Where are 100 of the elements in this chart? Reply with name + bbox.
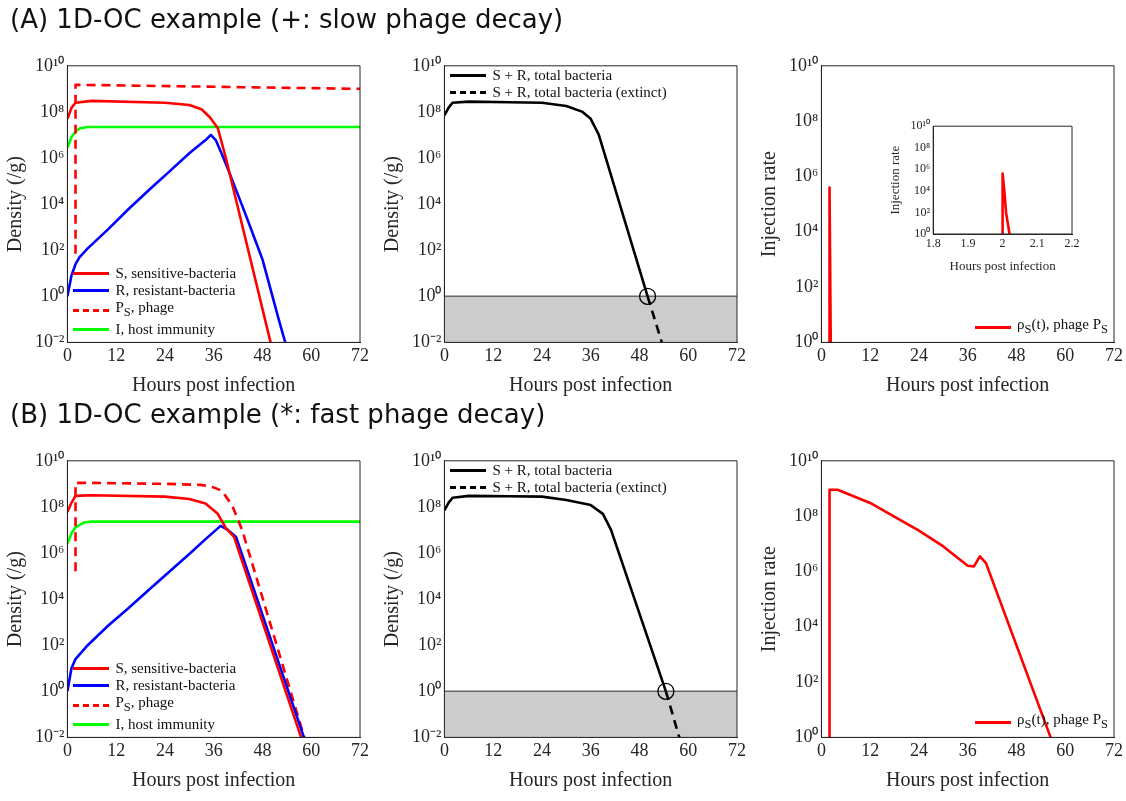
x-tick-label: 0 — [816, 739, 826, 760]
x-tick-label: 72 — [351, 344, 369, 365]
y-tick-label: 10⁸ — [40, 100, 65, 121]
x-tick-label: 36 — [204, 344, 223, 365]
y-tick-label: 10⁶ — [794, 560, 819, 581]
y-tick-label: 10⁶ — [417, 146, 442, 167]
x-tick-label: 48 — [630, 344, 649, 365]
x-tick-label: 36 — [581, 739, 600, 760]
y-tick-label: 10¹⁰ — [910, 118, 931, 133]
y-tick-label: 10¹⁰ — [411, 54, 442, 75]
y-tick-label: 10² — [417, 238, 442, 259]
y-tick-label: 10⁴ — [794, 220, 819, 241]
x-tick-label: 24 — [155, 739, 174, 760]
y-tick-label: 10⁸ — [40, 495, 65, 516]
y-tick-label: 10⁻² — [34, 331, 65, 352]
y-tick-label: 10¹⁰ — [788, 54, 819, 75]
legend-label: S + R, total bacteria (extinct) — [492, 478, 667, 496]
x-tick-label: 60 — [1056, 739, 1075, 760]
legend-label: P$_{S}$, phage — [115, 694, 175, 717]
y-tick-label: 10¹⁰ — [788, 449, 819, 470]
y-tick-label: 10⁻² — [411, 331, 442, 352]
x-tick-label: 72 — [1105, 739, 1123, 760]
y-tick-label: 10⁸ — [794, 504, 819, 525]
y-tick-label: 10⁰ — [794, 331, 819, 352]
y-tick-label: 10⁻² — [411, 726, 442, 747]
y-tick-label: 10⁰ — [794, 726, 819, 747]
x-tick-label: 12 — [861, 344, 880, 365]
chart-title: (B) 1D-OC example (*: fast phage decay) — [10, 399, 546, 429]
x-tick-label: 24 — [909, 739, 928, 760]
y-tick-label: 10⁸ — [417, 495, 442, 516]
x-tick-label: 1.9 — [960, 236, 976, 251]
y-tick-label: 10⁴ — [40, 587, 65, 608]
y-tick-label: 10⁴ — [794, 615, 819, 636]
y-tick-label: 10⁰ — [40, 680, 65, 701]
x-axis-title: Hours post infection — [949, 257, 1057, 273]
x-tick-label: 0 — [62, 344, 72, 365]
legend-label: S, sensitive-bacteria — [115, 265, 237, 283]
x-axis-title: Hours post infection — [509, 373, 673, 397]
x-axis-title: Hours post infection — [886, 373, 1050, 397]
x-tick-label: 12 — [107, 344, 126, 365]
x-tick-label: 48 — [253, 739, 272, 760]
y-tick-label: 10⁶ — [417, 541, 442, 562]
y-tick-label: 10² — [794, 275, 819, 296]
x-tick-label: 72 — [728, 344, 746, 365]
x-tick-label: 12 — [484, 344, 503, 365]
x-tick-label: 48 — [1007, 739, 1026, 760]
x-tick-label: 60 — [1056, 344, 1075, 365]
x-tick-label: 2.2 — [1064, 236, 1080, 251]
y-axis-title: Injection rate — [757, 150, 781, 258]
legend-label: S + R, total bacteria — [492, 66, 613, 84]
y-tick-label: 10⁸ — [794, 109, 819, 130]
x-tick-label: 60 — [302, 344, 321, 365]
x-tick-label: 48 — [253, 344, 272, 365]
x-tick-label: 36 — [204, 739, 223, 760]
y-tick-label: 10⁰ — [40, 285, 65, 306]
x-tick-label: 48 — [630, 739, 649, 760]
y-tick-label: 10² — [794, 670, 819, 691]
y-tick-label: 10² — [40, 238, 65, 259]
legend-label: R, resistant-bacteria — [115, 282, 236, 300]
y-tick-label: 10⁰ — [417, 680, 442, 701]
y-axis-title: Density (/g) — [3, 551, 27, 648]
x-axis-title: Hours post infection — [509, 768, 673, 792]
chart-title: (A) 1D-OC example (+: slow phage decay) — [10, 4, 564, 34]
y-tick-label: 10¹⁰ — [34, 449, 65, 470]
y-tick-label: 10⁴ — [417, 192, 442, 213]
legend-label: S + R, total bacteria — [492, 461, 613, 479]
x-tick-label: 12 — [861, 739, 880, 760]
x-tick-label: 48 — [1007, 344, 1026, 365]
y-axis-title: Density (/g) — [3, 156, 27, 253]
legend-label: S + R, total bacteria (extinct) — [492, 83, 667, 101]
y-tick-label: 10⁻² — [34, 726, 65, 747]
y-axis-title: Density (/g) — [380, 156, 404, 253]
y-axis-title: Injection rate — [887, 145, 903, 215]
x-tick-label: 0 — [439, 344, 449, 365]
y-tick-label: 10² — [417, 633, 442, 654]
y-tick-label: 10⁴ — [417, 587, 442, 608]
y-axis-title: Injection rate — [757, 545, 781, 653]
x-tick-label: 36 — [958, 739, 977, 760]
y-tick-label: 10⁶ — [914, 161, 931, 176]
y-tick-label: 10⁶ — [40, 541, 65, 562]
x-axis-title: Hours post infection — [886, 768, 1050, 792]
y-tick-label: 10⁸ — [417, 100, 442, 121]
legend-label: I, host immunity — [115, 716, 215, 734]
x-tick-label: 60 — [679, 344, 698, 365]
legend-label: S, sensitive-bacteria — [115, 660, 237, 678]
x-tick-label: 60 — [302, 739, 321, 760]
legend-label: ρ$_{S}$(t), phage P$_{S}$ — [1017, 316, 1108, 339]
x-tick-label: 24 — [909, 344, 928, 365]
y-axis-title: Density (/g) — [380, 551, 404, 648]
x-axis-title: Hours post infection — [132, 768, 296, 792]
x-tick-label: 1.8 — [925, 236, 941, 251]
x-tick-label: 24 — [532, 344, 551, 365]
y-tick-label: 10⁶ — [40, 146, 65, 167]
x-tick-label: 0 — [816, 344, 826, 365]
x-tick-label: 36 — [581, 344, 600, 365]
x-tick-label: 72 — [728, 739, 746, 760]
y-tick-label: 10⁸ — [914, 139, 931, 154]
x-tick-label: 60 — [679, 739, 698, 760]
x-tick-label: 24 — [532, 739, 551, 760]
x-tick-label: 36 — [958, 344, 977, 365]
